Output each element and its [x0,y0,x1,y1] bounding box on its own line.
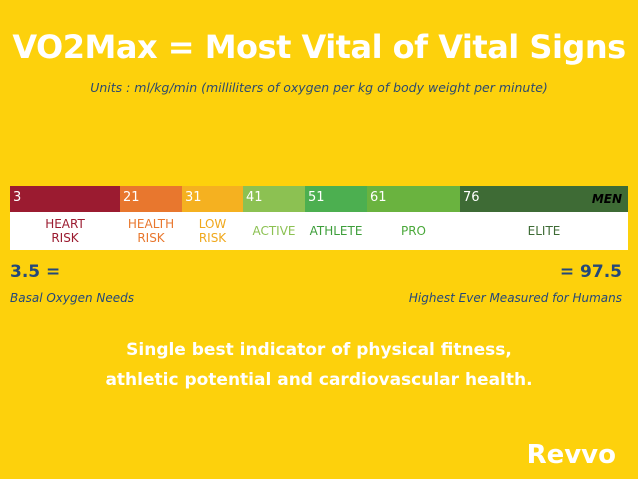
segment-label-line: RISK [137,231,165,245]
segment-label-line: RISK [198,231,227,245]
segment-label-line: RISK [51,231,79,245]
segment-label-line: ELITE [527,224,561,238]
tagline: Single best indicator of physical fitnes… [126,340,512,360]
low-note: Basal Oxygen Needs [10,291,135,305]
segment-label-line: HEALTH [127,217,175,231]
segment-label-line: LOW [198,217,227,231]
group-label: MEN [591,192,622,206]
scale-labels: HEART RISK HEALTH RISK LOW RISK ACTIVE ATHLETE P… [10,212,628,250]
scale-bar: 3 21 31 41 51 61 76 [10,186,628,212]
title: VO2Max = Most Vital of Vital Signs [12,28,626,66]
segment-label-line: ATHLETE [309,224,363,238]
scale-segment: 61 [367,186,460,212]
scale-segment: 51 [305,186,367,212]
segment-label-line: PRO [400,224,427,238]
high-value: = 97.5 [559,262,622,282]
segment-label-line: ACTIVE [252,224,296,238]
segment-label: HEALTH RISK [120,212,182,250]
segment-label: PRO [367,212,460,250]
segment-label-line: HEART [45,217,85,231]
segment-label: ACTIVE [243,212,305,250]
logo: Revvo [526,440,616,470]
scale-segment: 31 [182,186,243,212]
low-value: 3.5 = [10,262,61,282]
scale-segment: 76 [460,186,628,212]
scale-segment: 3 [10,186,120,212]
subtitle: Units : ml/kg/min (milliliters of oxygen… [90,80,548,95]
scale-segment: 21 [120,186,182,212]
segment-label: HEART RISK [10,212,120,250]
segment-label: ATHLETE [305,212,367,250]
tagline: athletic potential and cardiovascular he… [105,370,533,390]
segment-label: LOW RISK [182,212,243,250]
scale-segment: 41 [243,186,305,212]
segment-label: ELITE [460,212,628,250]
high-note: Highest Ever Measured for Humans [408,291,622,305]
